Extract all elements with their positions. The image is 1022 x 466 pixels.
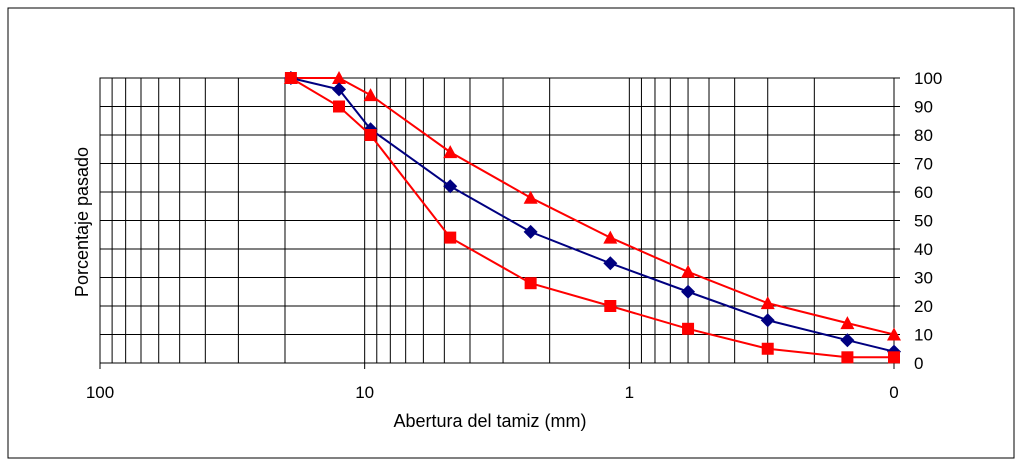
y-tick-label: 100 [914,69,942,88]
y-tick-label: 90 [914,98,933,117]
data-point [523,190,538,204]
data-point [332,71,347,84]
x-tick-label: 1 [625,383,634,402]
series-triangle [283,71,901,341]
data-point [603,256,618,271]
y-tick-label: 30 [914,269,933,288]
data-point [887,327,901,341]
y-tick-label: 80 [914,126,933,145]
data-point [761,342,774,355]
data-point [840,316,855,330]
series-square [284,72,900,364]
data-point [523,224,538,239]
y-tick-label: 60 [914,183,933,202]
data-point [332,82,347,97]
data-point [284,72,297,84]
data-point [364,129,377,141]
y-tick-label: 20 [914,297,933,316]
y-tick-label: 10 [914,326,933,345]
series-line [290,77,895,353]
data-point [363,88,378,102]
data-point [443,179,458,194]
x-tick-label: 10 [355,383,374,402]
series-line [290,77,895,336]
data-point [681,264,696,278]
data-point [524,277,537,290]
data-point [682,322,695,335]
x-tick-label: 0 [889,383,898,402]
series-group [283,71,901,364]
y-tick-label: 40 [914,240,933,259]
x-axis-ticks: 100 10 1 0 [86,363,899,402]
series-line [290,77,894,359]
y-tick-label: 50 [914,212,933,231]
y-axis-ticks: 0 10 20 30 40 50 60 70 80 90 100 [894,69,942,373]
data-point [443,145,458,159]
y-tick-label: 70 [914,155,933,174]
data-point [444,231,457,244]
y-axis-label: Porcentaje pasado [72,147,92,297]
chart-border [7,7,1015,459]
data-point [681,284,696,299]
x-axis-label: Abertura del tamiz (mm) [393,411,586,431]
data-point [841,351,854,364]
data-point [603,230,618,244]
data-point [333,100,346,113]
data-point [760,296,775,310]
data-point [604,300,617,312]
data-point [760,313,775,328]
data-point [840,333,855,348]
y-tick-label: 0 [914,354,923,373]
x-tick-label: 100 [86,383,114,402]
data-point [888,351,900,364]
